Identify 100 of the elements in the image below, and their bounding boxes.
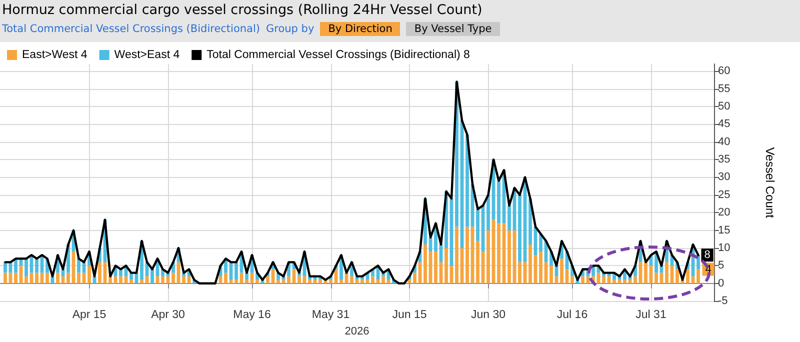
y-tick-label: 20 bbox=[718, 206, 730, 219]
bar bbox=[350, 276, 354, 284]
bar bbox=[287, 276, 290, 284]
x-tick-label: Jul 31 bbox=[636, 309, 666, 322]
bar bbox=[518, 262, 522, 284]
bar bbox=[234, 262, 238, 280]
x-tick-label: May 31 bbox=[312, 309, 350, 322]
text: By Vessel Type bbox=[406, 22, 500, 36]
bar bbox=[654, 272, 658, 284]
bar bbox=[676, 269, 679, 284]
chart-title: Hormuz commercial cargo vessel crossings (Rolling 24Hr Vessel Count) bbox=[2, 2, 482, 18]
y-tick-label: 0 bbox=[718, 277, 724, 290]
bar bbox=[14, 272, 18, 284]
y-tick-label: 55 bbox=[718, 82, 730, 95]
x-tick-label: Apr 15 bbox=[72, 309, 106, 322]
y-axis-title: Vessel Count bbox=[763, 147, 777, 219]
bar bbox=[612, 280, 616, 284]
bar bbox=[539, 252, 542, 284]
y-tick-label: 35 bbox=[718, 154, 730, 166]
bar bbox=[581, 276, 584, 284]
bar bbox=[4, 262, 7, 273]
bar bbox=[329, 280, 332, 284]
legend-label: East>West 4 bbox=[22, 49, 88, 61]
bar bbox=[570, 276, 574, 284]
bar bbox=[382, 276, 385, 284]
bar bbox=[644, 262, 648, 284]
x-tick-label: May 16 bbox=[233, 309, 271, 322]
bar bbox=[686, 269, 690, 284]
bar bbox=[634, 276, 637, 284]
chart-subtitle: Total Commercial Vessel Crossings (Bidirectional) bbox=[2, 23, 260, 35]
bar bbox=[19, 266, 23, 284]
x-tick-label: Jun 15 bbox=[392, 309, 427, 322]
bar bbox=[4, 272, 7, 284]
bar bbox=[560, 258, 564, 284]
x-tick-label: Jun 30 bbox=[470, 309, 506, 322]
bar bbox=[24, 258, 28, 276]
bar bbox=[88, 266, 91, 284]
bar bbox=[508, 206, 511, 230]
bar bbox=[234, 280, 238, 284]
bar bbox=[245, 280, 248, 284]
bar bbox=[455, 226, 458, 284]
bar bbox=[444, 248, 448, 284]
bar bbox=[539, 234, 542, 252]
legend-label: West>East 4 bbox=[114, 49, 180, 61]
bar bbox=[450, 266, 454, 284]
x-tick-label: Jul 16 bbox=[556, 309, 588, 322]
bar bbox=[649, 266, 653, 284]
y-tick-label: 10 bbox=[718, 242, 730, 254]
bar bbox=[371, 276, 374, 284]
bar bbox=[66, 272, 70, 284]
bar bbox=[623, 280, 626, 284]
bar bbox=[140, 280, 144, 284]
bar bbox=[486, 194, 490, 230]
y-tick-label: 25 bbox=[718, 188, 730, 201]
bar bbox=[476, 209, 480, 241]
data-label: 8 bbox=[704, 249, 710, 262]
bar bbox=[108, 276, 112, 284]
bar bbox=[508, 230, 511, 284]
y-tick-label: 15 bbox=[718, 224, 730, 236]
bar bbox=[35, 258, 38, 273]
bar bbox=[497, 223, 500, 284]
bar bbox=[150, 269, 154, 284]
bar bbox=[518, 194, 522, 262]
bar bbox=[424, 244, 427, 284]
bar bbox=[224, 272, 228, 284]
bar bbox=[528, 244, 532, 284]
bar bbox=[486, 230, 490, 284]
bar bbox=[46, 272, 49, 284]
text: By Direction bbox=[320, 22, 400, 36]
bar bbox=[340, 280, 343, 284]
y-tick-label: 5 bbox=[718, 260, 724, 272]
x-tick-label: Apr 30 bbox=[151, 309, 185, 322]
y-tick-label: 50 bbox=[718, 100, 730, 112]
legend-label: Total Commercial Vessel Crossings (Bidirectional) 8 bbox=[206, 49, 470, 61]
bar bbox=[35, 272, 38, 284]
bar bbox=[696, 269, 700, 284]
x-axis-title: 2026 bbox=[344, 326, 370, 338]
bar bbox=[550, 266, 553, 284]
line-series bbox=[4, 80, 700, 285]
bar bbox=[497, 180, 500, 224]
bar bbox=[434, 252, 438, 284]
bar bbox=[56, 272, 60, 284]
bar bbox=[466, 226, 469, 284]
bar bbox=[298, 276, 301, 284]
bar bbox=[182, 276, 186, 284]
bar bbox=[670, 266, 674, 284]
bar bbox=[276, 280, 280, 284]
bar bbox=[318, 280, 322, 284]
y-tick-label: 45 bbox=[718, 118, 730, 130]
bar bbox=[308, 280, 312, 284]
bar bbox=[77, 258, 80, 273]
bar bbox=[98, 262, 102, 284]
bar bbox=[665, 262, 668, 284]
y-tick-label: 40 bbox=[718, 136, 730, 148]
bar bbox=[245, 272, 248, 280]
bar bbox=[360, 280, 364, 284]
y-tick-label: 30 bbox=[718, 171, 730, 184]
y-tick-label: -5 bbox=[718, 295, 728, 308]
bar bbox=[161, 276, 164, 284]
bar bbox=[77, 272, 80, 284]
